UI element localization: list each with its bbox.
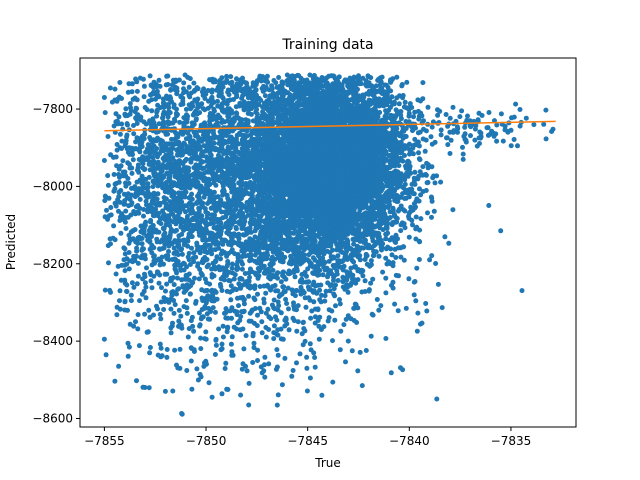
data-point <box>425 104 431 110</box>
data-point <box>438 179 444 185</box>
data-point <box>325 274 330 280</box>
data-point <box>356 81 362 87</box>
data-point <box>273 80 279 86</box>
data-point <box>335 278 341 283</box>
data-point <box>390 194 396 200</box>
data-point <box>383 89 389 95</box>
data-point <box>357 257 363 263</box>
data-point <box>430 175 436 181</box>
data-point <box>390 205 396 211</box>
points-layer <box>101 72 556 417</box>
data-point <box>433 261 439 266</box>
data-point <box>283 296 289 302</box>
data-point <box>348 265 354 271</box>
data-point <box>384 226 390 231</box>
chart-title: Training data <box>281 37 373 53</box>
data-point <box>322 293 328 299</box>
data-point <box>275 270 281 276</box>
data-point <box>404 79 410 85</box>
data-point <box>394 95 400 101</box>
data-point <box>370 276 376 282</box>
data-point <box>386 165 392 171</box>
data-point <box>394 185 400 190</box>
data-point <box>413 214 419 220</box>
data-point <box>423 301 429 306</box>
data-point <box>432 180 438 186</box>
data-point <box>417 157 423 163</box>
data-point <box>411 175 417 181</box>
data-point <box>416 257 422 262</box>
data-point <box>345 247 350 253</box>
data-point <box>438 132 444 138</box>
data-point <box>363 241 369 247</box>
data-point <box>376 231 382 236</box>
data-point <box>332 317 338 323</box>
data-point <box>364 261 370 267</box>
data-point <box>333 303 338 309</box>
data-point <box>361 94 367 100</box>
data-point <box>320 272 326 278</box>
data-point <box>425 210 430 216</box>
data-point <box>412 181 418 187</box>
data-point <box>402 225 408 231</box>
data-point <box>310 74 316 80</box>
data-point <box>354 232 360 238</box>
data-point <box>450 207 456 213</box>
data-point <box>486 203 492 208</box>
data-point <box>460 156 466 162</box>
data-point <box>378 244 384 250</box>
data-point <box>412 279 418 284</box>
data-point <box>386 107 392 113</box>
data-point <box>337 297 342 303</box>
data-point <box>446 240 452 246</box>
data-point <box>460 144 465 150</box>
data-point <box>383 236 389 242</box>
data-point <box>429 195 435 201</box>
data-point <box>424 180 430 186</box>
data-point <box>418 216 424 222</box>
data-point <box>398 228 404 234</box>
data-point <box>418 192 424 198</box>
data-point <box>420 80 426 86</box>
data-point <box>396 163 402 169</box>
data-point <box>416 150 421 156</box>
data-point <box>418 98 423 104</box>
data-point <box>339 90 345 96</box>
data-point <box>406 234 412 240</box>
data-point <box>413 226 419 232</box>
data-point <box>412 169 418 175</box>
data-point <box>386 158 392 164</box>
data-point <box>423 188 429 193</box>
data-point <box>411 114 416 120</box>
data-point <box>434 173 440 179</box>
data-point <box>431 208 437 214</box>
data-point <box>429 253 435 259</box>
data-point <box>394 74 400 80</box>
data-point <box>400 128 406 134</box>
data-point <box>368 280 374 286</box>
data-point <box>324 75 329 81</box>
data-point <box>373 89 379 95</box>
